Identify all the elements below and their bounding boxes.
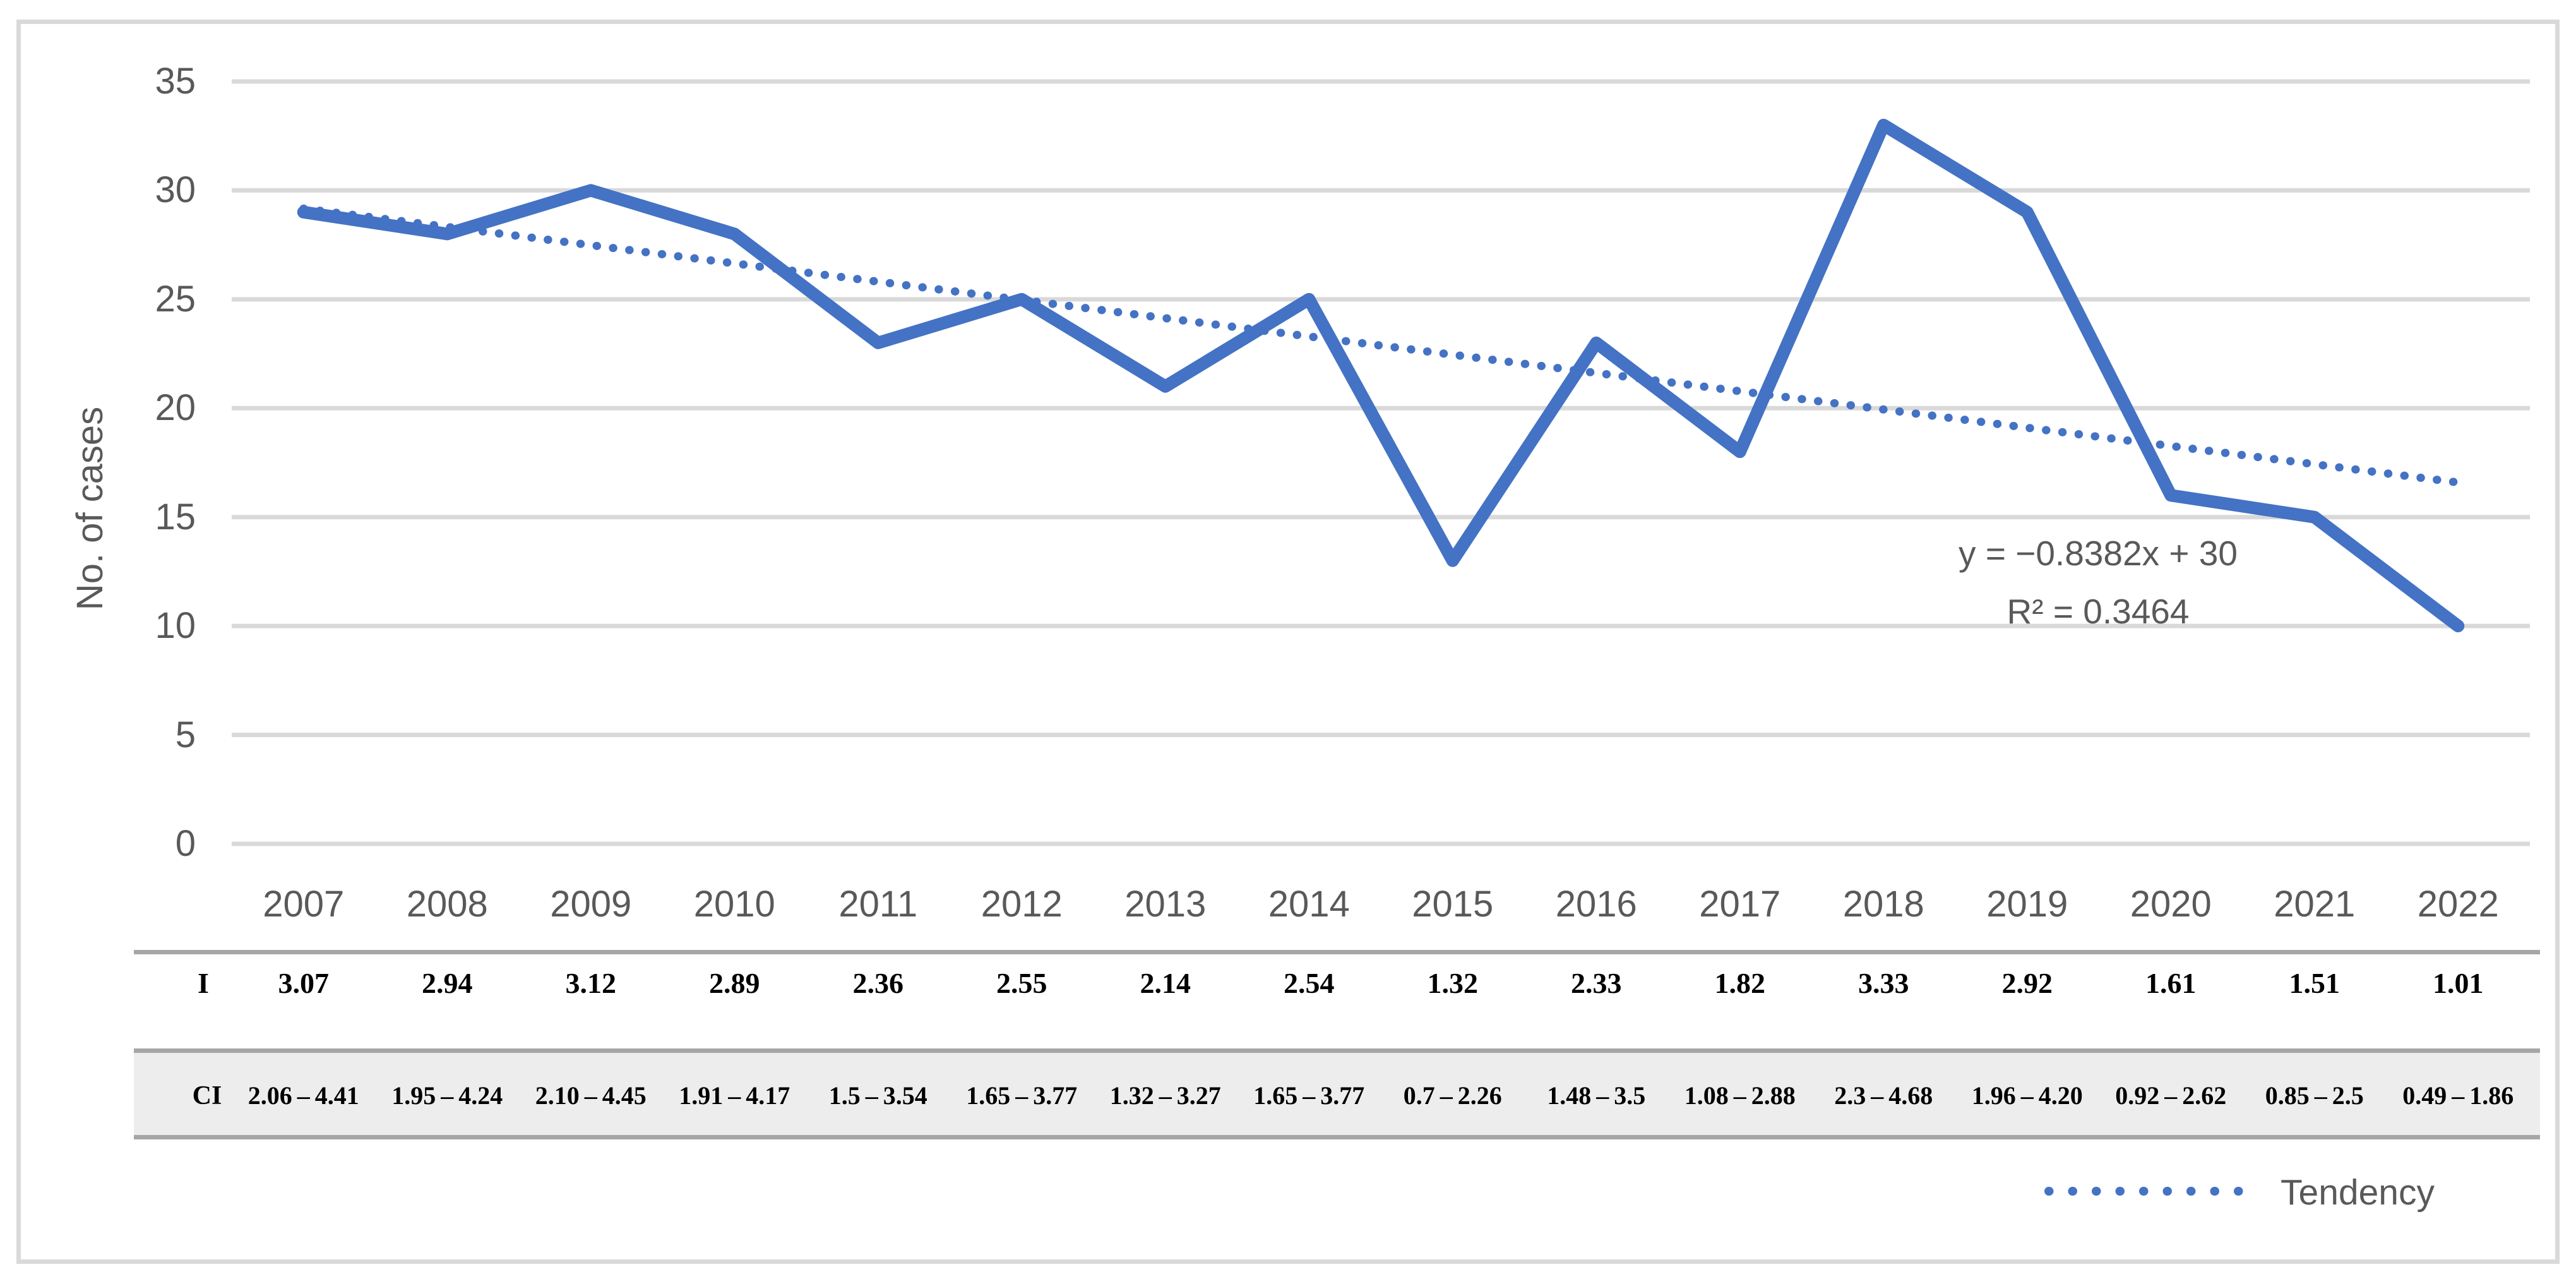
i-value-cell: 1.01 [2433,967,2484,999]
x-axis-year-label: 2021 [2274,884,2356,925]
legend-label: Tendency [2281,1172,2435,1213]
gridlines [232,79,2530,846]
ci-value-cell: 0.7 – 2.26 [1403,1081,1502,1110]
ci-value-cell: 1.32 – 3.27 [1109,1081,1221,1110]
x-axis-year-label: 2011 [838,884,918,925]
row-label-ci: CI [192,1081,222,1110]
table-rule-bottom [134,1135,2540,1139]
ci-value-cell: 1.48 – 3.5 [1547,1081,1646,1110]
i-value-cell: 3.07 [278,967,330,999]
ci-value-cell: 1.5 – 3.54 [828,1081,927,1110]
table-rule-top [134,950,2540,954]
ci-value-cell: 2.3 – 4.68 [1834,1081,1933,1110]
y-tick-label: 5 [175,714,196,755]
x-axis-year-label: 2019 [1986,884,2068,925]
ci-value-cell: 2.06 – 4.41 [247,1081,359,1110]
ci-row-background [134,1053,2540,1135]
i-value-cell: 2.89 [709,967,760,999]
i-value-cell: 1.82 [1714,967,1766,999]
y-tick-label: 25 [155,278,196,320]
x-axis-year-label: 2015 [1412,884,1494,925]
x-axis-year-label: 2013 [1124,884,1207,925]
i-value-cell: 2.14 [1140,967,1191,999]
x-axis-year-label: 2017 [1699,884,1781,925]
x-axis-year-label: 2008 [406,884,488,925]
i-value-cell: 2.55 [996,967,1047,999]
i-value-cell: 2.33 [1571,967,1622,999]
x-axis-year-label: 2022 [2417,884,2499,925]
x-axis-year-label: 2020 [2130,884,2212,925]
x-axis-year-label: 2007 [263,884,345,925]
y-tick-label: 15 [155,496,196,537]
ci-value-cell: 2.10 – 4.45 [535,1081,647,1110]
ci-value-cell: 0.49 – 1.86 [2402,1081,2514,1110]
x-axis-year-label: 2012 [981,884,1063,925]
ci-value-cell: 0.92 – 2.62 [2115,1081,2227,1110]
ci-value-cell: 1.96 – 4.20 [1971,1081,2083,1110]
ci-value-cell: 0.85 – 2.5 [2265,1081,2364,1110]
series-line [297,118,2465,633]
i-value-cell: 2.36 [852,967,904,999]
i-value-cell: 2.94 [422,967,473,999]
trendline-r-squared: R² = 0.3464 [2007,592,2190,631]
y-tick-label: 0 [175,823,196,864]
row-label-i: I [198,967,209,999]
i-value-cell: 3.12 [565,967,617,999]
i-value-cell: 3.33 [1858,967,1909,999]
ci-value-cell: 1.65 – 3.77 [1253,1081,1365,1110]
ci-value-cell: 1.65 – 3.77 [966,1081,1078,1110]
x-axis-year-label: 2010 [693,884,775,925]
i-value-cell: 1.32 [1427,967,1479,999]
y-tick-label: 10 [155,605,196,647]
y-tick-label: 20 [155,387,196,429]
trend-line [299,204,2462,487]
y-tick-label: 30 [155,169,196,211]
ci-value-cell: 1.91 – 4.17 [679,1081,790,1110]
i-value-cell: 1.51 [2289,967,2340,999]
figure-frame [16,20,2560,1264]
ci-value-cell: 1.95 – 4.24 [391,1081,503,1110]
x-axis-year-label: 2009 [550,884,632,925]
x-axis-year-label: 2016 [1555,884,1637,925]
i-value-cell: 1.61 [2145,967,2197,999]
x-axis-year-label: 2018 [1842,884,1924,925]
y-tick-label: 35 [155,61,196,102]
x-axis-year-label: 2014 [1268,884,1350,925]
ci-value-cell: 1.08 – 2.88 [1684,1081,1796,1110]
series-lines [297,118,2465,633]
trendline-equation: y = −0.8382x + 30 [1959,534,2238,573]
i-value-cell: 2.54 [1284,967,1335,999]
i-value-cell: 2.92 [2001,967,2053,999]
table-rule-middle [134,1048,2540,1053]
